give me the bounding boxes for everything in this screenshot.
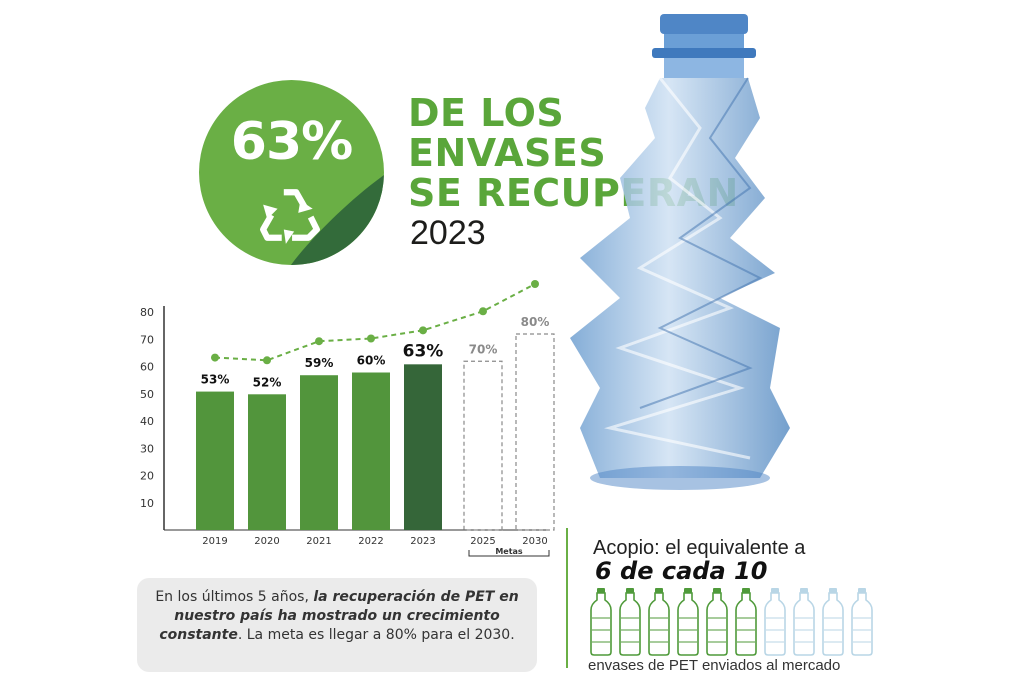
bars xyxy=(196,333,555,531)
note-text-2: . La meta es llegar a 80% para el 2030. xyxy=(237,627,515,643)
y-tick-label: 10 xyxy=(140,497,154,510)
trend-point xyxy=(531,280,539,288)
note-text-emphasis: la recuperación de PET en nuestro país h… xyxy=(159,589,519,643)
bar xyxy=(352,372,390,530)
trend-point xyxy=(315,337,323,346)
x-tick-label: 2022 xyxy=(358,536,383,547)
bottle-icon-empty xyxy=(851,588,873,656)
y-tick-label: 40 xyxy=(140,415,154,428)
y-tick-label: 80 xyxy=(140,306,154,319)
data-label: 80% xyxy=(521,315,550,329)
crushed-bottle-illustration xyxy=(570,14,790,490)
bar xyxy=(300,375,338,530)
percent-badge: 63% xyxy=(199,80,384,265)
acopio-footer: envases de PET enviados al mercado xyxy=(588,657,841,674)
bottle-icon-filled xyxy=(590,588,612,656)
y-tick-label: 60 xyxy=(140,361,154,374)
bottle-icon-filled xyxy=(648,588,670,656)
headline-year: 2023 xyxy=(410,214,486,252)
trend-point xyxy=(263,356,271,365)
bar xyxy=(248,394,286,530)
trend-point xyxy=(367,334,375,343)
trend-point xyxy=(211,353,219,362)
y-axis: 10 20 30 40 50 60 70 80 xyxy=(140,306,550,531)
y-tick-label: 20 xyxy=(140,470,154,483)
goals-bracket: Metas xyxy=(468,547,550,557)
y-tick-label: 70 xyxy=(140,333,154,346)
x-tick-label: 2020 xyxy=(254,536,279,547)
data-label: 59% xyxy=(305,356,334,370)
bottle-icon-filled xyxy=(735,588,757,656)
bar xyxy=(196,391,234,530)
goals-label: Metas xyxy=(495,547,523,556)
bottle-icon-filled xyxy=(677,588,699,656)
x-tick-label: 2025 xyxy=(470,536,495,547)
page-curl-shape xyxy=(291,175,384,265)
bottle-row xyxy=(590,588,873,656)
headline-line-2: ENVASES xyxy=(408,131,607,175)
bottle-icon-empty xyxy=(764,588,786,656)
bottle-icon-empty xyxy=(793,588,815,656)
note-text-1: En los últimos 5 años, xyxy=(155,589,314,605)
data-label: 70% xyxy=(469,342,498,356)
data-label: 63% xyxy=(403,341,444,361)
bottle-icon-filled xyxy=(619,588,641,656)
badge-percent: 63% xyxy=(230,112,353,172)
y-tick-label: 30 xyxy=(140,442,154,455)
acopio-divider xyxy=(566,528,568,668)
summary-note: En los últimos 5 años, la recuperación d… xyxy=(137,578,537,672)
y-tick-label: 50 xyxy=(140,388,154,401)
headline-line-1: DE LOS xyxy=(408,91,565,135)
data-label: 53% xyxy=(201,373,230,387)
x-tick-label: 2019 xyxy=(202,536,227,547)
value-labels: 53% 52% 59% 60% 63% 70% 80% xyxy=(201,315,550,389)
target-bar xyxy=(463,360,503,531)
recycle-icon xyxy=(260,189,320,244)
data-label: 60% xyxy=(357,354,386,368)
bottle-icon-filled xyxy=(706,588,728,656)
bar xyxy=(404,364,442,530)
goals-bracket-line xyxy=(468,550,550,557)
trend-point xyxy=(419,326,427,335)
trend-line xyxy=(211,280,539,365)
acopio-title: Acopio: el equivalente a xyxy=(593,537,806,559)
x-tick-label: 2030 xyxy=(522,536,547,547)
target-bar xyxy=(515,333,555,531)
x-tick-label: 2023 xyxy=(410,536,435,547)
trend-point xyxy=(479,307,487,316)
x-tick-label: 2021 xyxy=(306,536,331,547)
data-label: 52% xyxy=(253,375,282,389)
x-tick-labels: 2019 2020 2021 2022 2023 2025 2030 xyxy=(202,536,547,547)
bottle-icon-empty xyxy=(822,588,844,656)
acopio-highlight: 6 de cada 10 xyxy=(595,557,768,585)
